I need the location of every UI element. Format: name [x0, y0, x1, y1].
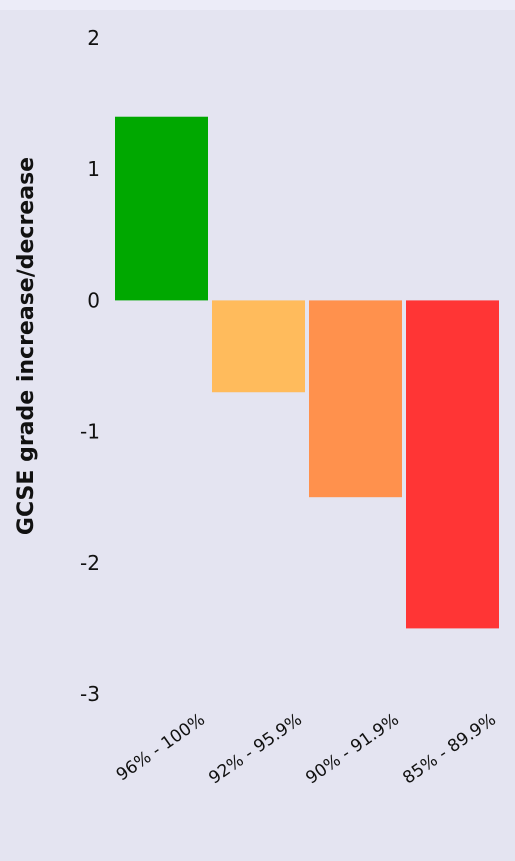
y-tick-label: 2 [87, 26, 100, 50]
chart-canvas: GCSE grade increase/decrease 2 1 0 -1 -2 -3 9… [14, 26, 500, 789]
bar [212, 300, 305, 393]
y-axis-title: GCSE grade increase/decrease [14, 157, 39, 535]
x-axis-labels: 96% - 100%92% - 95.9%90% - 91.9%85% - 89… [113, 710, 500, 789]
bars [115, 116, 499, 629]
y-tick-label: -3 [80, 682, 100, 706]
y-axis-ticks: 2 1 0 -1 -2 -3 [80, 26, 100, 706]
bar-chart: GCSE grade increase/decrease 2 1 0 -1 -2 -3 9… [0, 10, 515, 861]
x-category-label: 85% - 89.9% [399, 710, 500, 789]
y-tick-label: 1 [87, 157, 100, 181]
y-tick-label: -2 [80, 551, 100, 575]
y-tick-label: 0 [87, 288, 100, 312]
x-category-label: 92% - 95.9% [205, 710, 306, 789]
bar [406, 300, 499, 629]
y-tick-label: -1 [80, 420, 100, 444]
bar [309, 300, 402, 498]
x-category-label: 96% - 100% [113, 710, 209, 786]
x-category-label: 90% - 91.9% [302, 710, 403, 789]
bar [115, 116, 208, 301]
